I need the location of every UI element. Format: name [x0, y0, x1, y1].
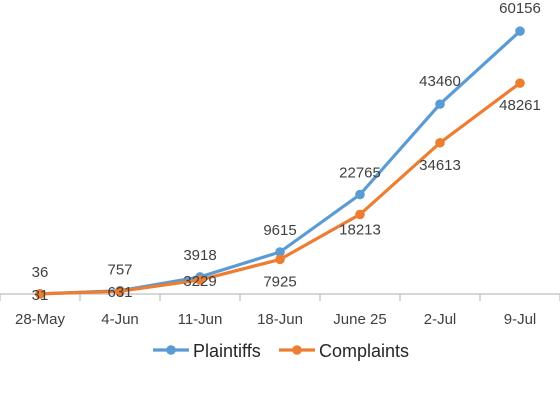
x-tick-label: 18-Jun — [257, 311, 303, 328]
data-point-complaints — [515, 78, 525, 88]
data-label-complaints: 631 — [107, 284, 132, 301]
data-label-plaintiffs: 36 — [32, 264, 49, 281]
data-label-plaintiffs: 3918 — [183, 247, 216, 264]
data-label-plaintiffs: 9615 — [263, 222, 296, 239]
data-point-complaints — [35, 289, 45, 299]
x-axis: 28-May 4-Jun 11-Jun 18-Jun June 25 2-Jul 9-Jul — [0, 293, 560, 328]
legend-label-complaints: Complaints — [319, 341, 409, 361]
x-tick-label: 28-May — [15, 311, 66, 328]
data-label-complaints: 31 — [32, 287, 49, 304]
data-label-complaints: 3229 — [183, 273, 216, 290]
data-label-plaintiffs: 60156 — [499, 0, 541, 17]
data-label-plaintiffs: 22765 — [339, 165, 381, 182]
legend-swatch-marker — [166, 345, 176, 355]
data-point-plaintiffs — [515, 26, 525, 36]
legend-label-plaintiffs: Plaintiffs — [193, 341, 261, 361]
data-point-complaints — [355, 209, 365, 220]
data-labels: 36 757 3918 9615 22765 43460 60156 31 631 3229 792… — [32, 0, 541, 304]
x-tick-label: 2-Jul — [424, 311, 457, 328]
data-point-complaints — [195, 275, 205, 285]
data-label-complaints: 7925 — [263, 273, 296, 290]
data-point-complaints — [115, 286, 125, 297]
legend-swatch-marker — [292, 345, 302, 355]
data-label-complaints: 34613 — [419, 157, 461, 174]
data-label-complaints: 48261 — [499, 97, 541, 114]
x-tick-label: 4-Jun — [101, 311, 139, 328]
data-point-plaintiffs — [275, 247, 285, 257]
x-tick-label: June 25 — [333, 311, 386, 328]
data-point-complaints — [275, 254, 285, 265]
legend: Plaintiffs Complaints — [153, 341, 409, 361]
data-point-plaintiffs — [435, 99, 445, 109]
plot-area — [35, 26, 525, 299]
data-label-complaints: 18213 — [339, 221, 381, 238]
data-point-plaintiffs — [355, 189, 365, 200]
data-label-plaintiffs: 757 — [107, 262, 132, 279]
x-tick-label: 11-Jun — [178, 311, 223, 328]
data-label-plaintiffs: 43460 — [419, 73, 461, 90]
data-point-complaints — [435, 137, 445, 148]
x-tick-label: 9-Jul — [504, 311, 537, 328]
